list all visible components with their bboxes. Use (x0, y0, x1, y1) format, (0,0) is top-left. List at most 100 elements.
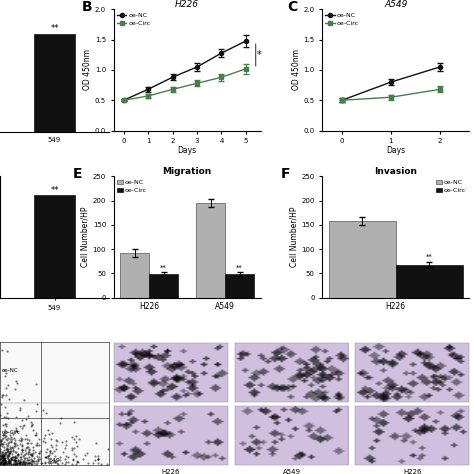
Point (0, 449, 5, 457)
Point (68, 446, 75, 454)
Point (11, 461, 19, 468)
Point (10, 442, 18, 449)
Text: H226: H226 (162, 469, 180, 474)
Point (0, 453, 5, 460)
Point (44, 452, 51, 460)
Point (9, 428, 16, 436)
Point (9, 453, 16, 460)
Point (28, 456, 36, 464)
Point (21, 435, 29, 443)
Title: Migration: Migration (163, 167, 212, 176)
Point (41, 438, 48, 446)
Point (4, 447, 12, 455)
Point (14, 450, 22, 457)
Point (7, 433, 14, 441)
Point (1, 452, 9, 459)
Point (6, 445, 14, 453)
Text: F: F (281, 167, 291, 181)
Text: oe-NC: oe-NC (357, 370, 377, 375)
Point (4, 451, 12, 459)
Point (56, 419, 64, 427)
Point (0, 453, 6, 460)
Point (19, 458, 27, 465)
Point (16, 453, 23, 460)
Point (36, 456, 44, 463)
Point (16, 406, 23, 413)
Point (0, 454, 8, 462)
Legend: oe-NC, oe-Circ: oe-NC, oe-Circ (436, 180, 466, 193)
Point (0, 453, 5, 460)
Point (2, 460, 10, 467)
Point (42, 409, 50, 417)
Point (73, 432, 80, 439)
Point (20, 460, 28, 468)
Point (2, 445, 10, 453)
Point (4, 453, 12, 460)
Point (0, 441, 4, 449)
Point (11, 443, 18, 450)
Point (56, 456, 64, 464)
Point (6, 449, 14, 456)
Point (3, 409, 11, 417)
Point (91, 456, 99, 463)
Point (0, 456, 8, 464)
Point (0, 391, 6, 399)
Point (19, 452, 27, 460)
Point (68, 434, 76, 441)
Point (4, 439, 12, 447)
Point (103, 460, 111, 468)
Point (5, 458, 12, 466)
Point (0, 454, 8, 461)
Point (0, 431, 7, 439)
Point (94, 452, 102, 460)
Point (182, 459, 190, 467)
Point (5, 456, 13, 464)
Point (39, 438, 47, 445)
Point (94, 455, 102, 463)
Point (64, 453, 72, 461)
Point (20, 458, 28, 466)
Point (10, 434, 18, 441)
Point (0, 414, 8, 421)
Point (0, 400, 5, 408)
Text: **: ** (50, 24, 59, 33)
Point (41, 454, 49, 461)
Point (13, 427, 20, 434)
Point (23, 431, 30, 438)
Point (39, 406, 47, 414)
Text: **: ** (426, 254, 433, 260)
Point (32, 441, 40, 449)
Point (69, 461, 76, 468)
Point (1, 420, 9, 428)
Point (53, 437, 60, 444)
Point (51, 458, 59, 466)
Legend: oe-NC, oe-Circ: oe-NC, oe-Circ (326, 13, 359, 27)
Point (27, 422, 35, 429)
Point (4, 442, 12, 449)
Point (18, 424, 26, 431)
Text: oe-Circ: oe-Circ (357, 433, 380, 438)
Point (14, 457, 21, 465)
Point (11, 440, 19, 447)
Point (72, 438, 80, 446)
Point (51, 458, 59, 466)
Point (1, 454, 9, 462)
Point (27, 459, 35, 467)
Point (70, 444, 78, 452)
Point (73, 457, 81, 465)
Point (27, 456, 35, 463)
Point (6, 449, 14, 457)
Point (3, 442, 10, 450)
Point (0, 440, 6, 447)
Point (0, 453, 7, 461)
Point (3, 444, 10, 452)
Text: **: ** (50, 186, 59, 195)
Point (110, 455, 118, 462)
Point (0, 422, 7, 429)
Point (11, 385, 18, 392)
Point (0, 460, 8, 467)
Point (32, 460, 40, 467)
Point (17, 438, 25, 445)
Point (5, 460, 12, 467)
Point (3, 445, 10, 453)
